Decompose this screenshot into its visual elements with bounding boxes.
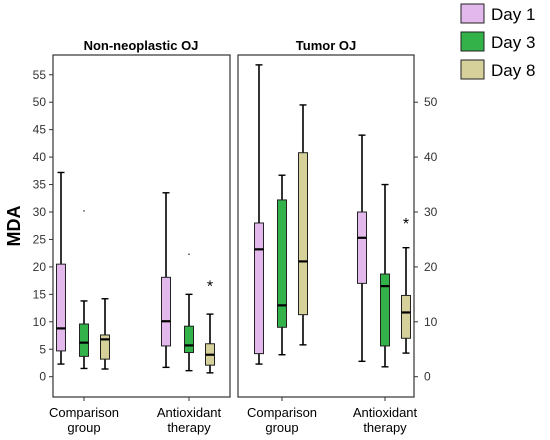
- y-tick-label: 0: [424, 370, 431, 384]
- outlier-point-day-3: [188, 253, 190, 256]
- y-tick-label: 20: [33, 260, 47, 274]
- y-tick-label: 55: [33, 68, 47, 82]
- y-tick-label: 25: [33, 232, 47, 246]
- y-tick-label: 40: [424, 150, 438, 164]
- y-tick-label: 0: [39, 370, 46, 384]
- y-axis-label: MDA: [4, 206, 24, 247]
- box-day-3: [277, 199, 287, 328]
- y-tick-label: 35: [33, 178, 47, 192]
- panel-title-tumor: Tumor OJ: [296, 38, 356, 53]
- box-day-3: [79, 323, 89, 357]
- panel-frame-tumor: [237, 54, 415, 398]
- legend-swatch-day-1: [460, 3, 485, 24]
- box-day-1: [161, 276, 171, 347]
- x-category-label: Antioxidant therapy: [157, 405, 222, 435]
- x-category-label: Antioxidant therapy: [353, 405, 418, 435]
- x-category-label: Comparison group: [49, 405, 119, 435]
- legend-label-day-8: Day 8: [491, 61, 535, 80]
- y-tick-label: 10: [424, 315, 438, 329]
- y-tick-label: 50: [33, 95, 47, 109]
- y-tick-label: 50: [424, 95, 438, 109]
- legend: Day 1 Day 3 Day 8: [460, 3, 535, 80]
- legend-label-day-1: Day 1: [491, 5, 535, 24]
- y-tick-label: 45: [33, 123, 47, 137]
- box-day-8: [100, 334, 110, 360]
- y-tick-label: 15: [33, 287, 47, 301]
- y-tick-label: 5: [39, 342, 46, 356]
- box-day-1: [56, 263, 66, 352]
- box-day-3: [184, 325, 194, 354]
- box-day-1: [254, 222, 264, 355]
- outlier-star-day-8: *: [207, 278, 213, 295]
- legend-swatch-day-3: [460, 31, 485, 52]
- legend-label-day-3: Day 3: [491, 33, 535, 52]
- y-tick-label: 30: [33, 205, 47, 219]
- y-tick-label: 30: [424, 205, 438, 219]
- y-tick-label: 20: [424, 260, 438, 274]
- panel-frame-non-neoplastic: [52, 54, 231, 398]
- box-day-1: [357, 211, 367, 284]
- outlier-point-day-3: [83, 210, 85, 212]
- box-day-3: [380, 273, 390, 347]
- x-category-label: Comparison group: [247, 405, 317, 435]
- plot-marks: 0 5 10 15 20 25 30 35 40 45 50 55 Comparison group Ant…: [33, 64, 438, 435]
- outlier-star-day-8: *: [403, 216, 409, 233]
- legend-swatch-day-8: [460, 59, 485, 80]
- panel-title-non-neoplastic: Non-neoplastic OJ: [84, 38, 199, 53]
- y-tick-label: 40: [33, 150, 47, 164]
- y-tick-label: 10: [33, 315, 47, 329]
- box-day-8: [401, 294, 411, 339]
- box-day-8: [298, 152, 308, 316]
